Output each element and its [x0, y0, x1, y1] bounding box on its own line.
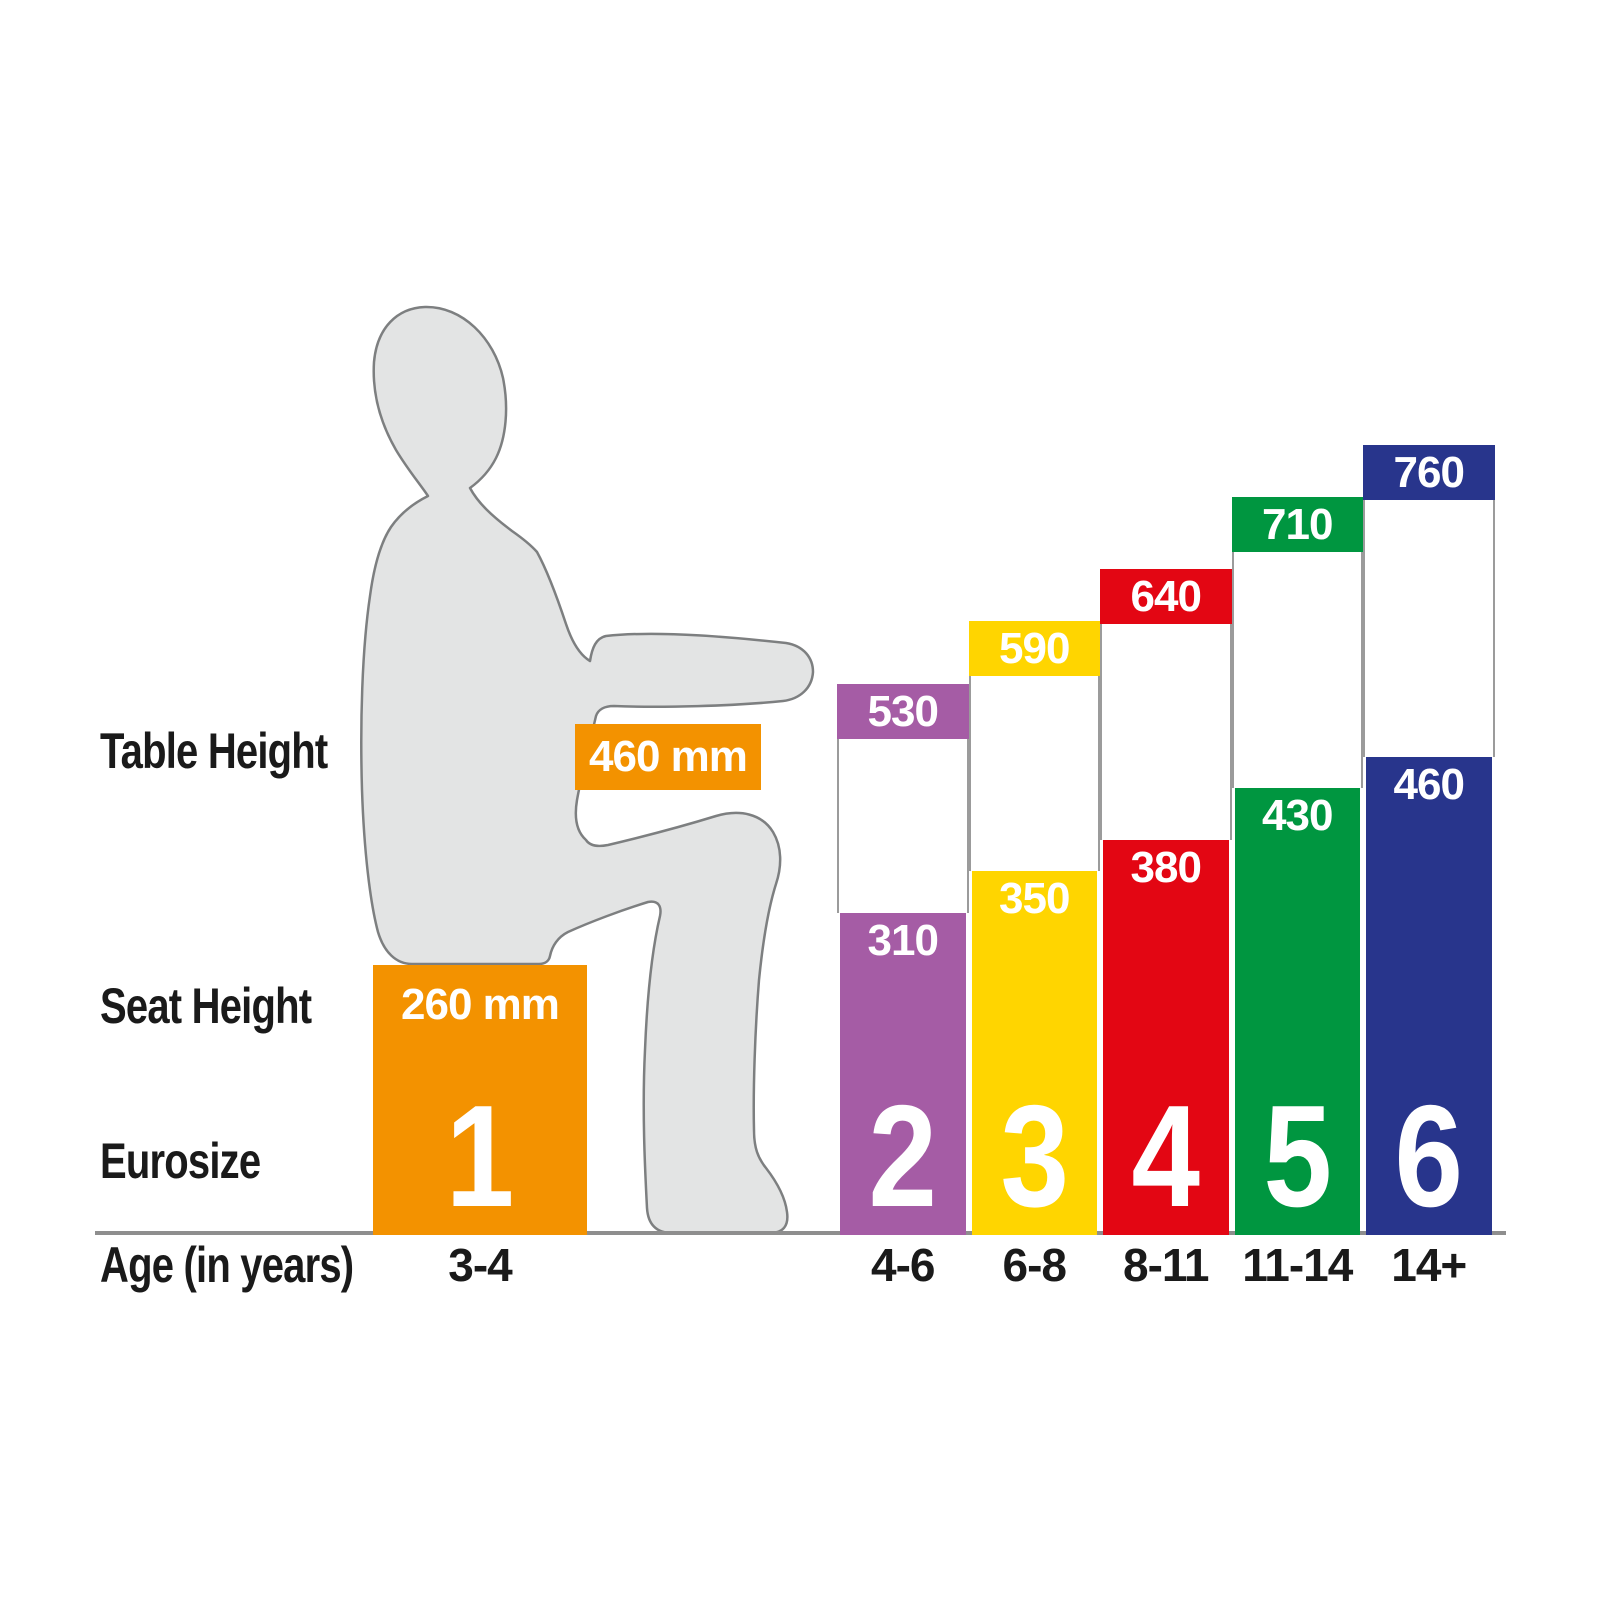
table-height-label: Table Height: [100, 723, 328, 779]
size4-seat-value: 380: [1130, 842, 1202, 892]
size4-table-value: 640: [1130, 572, 1202, 622]
size4-seat-section: 380 4: [1103, 839, 1229, 1237]
size1-seat-value: 260 mm: [401, 979, 560, 1029]
size3-seat-section: 350 3: [971, 871, 1097, 1237]
size5-table-band: 710: [1231, 496, 1363, 552]
size4-table-band: 640: [1100, 569, 1232, 625]
size1-seat-box: 260 mm 1: [373, 964, 587, 1237]
size2-age-value: 4-6: [871, 1239, 935, 1291]
size1-age-value: 3-4: [448, 1239, 512, 1291]
size2-seat-value: 310: [867, 915, 939, 965]
size5-seat-value: 430: [1262, 790, 1333, 840]
size4-eurosize-number: 4: [1131, 1074, 1201, 1237]
size2-eurosize-number: 2: [868, 1074, 938, 1237]
size5-age-value: 11-14: [1242, 1239, 1353, 1291]
age-axis-label: Age (in years): [100, 1237, 354, 1293]
size5-seat-section: 430 5: [1234, 787, 1360, 1237]
size1-table-box: 460 mm: [575, 723, 761, 790]
size3-table-band: 590: [968, 621, 1100, 677]
size3-eurosize-number: 3: [999, 1074, 1069, 1237]
ground-line: [95, 1231, 1506, 1235]
size6-column-gap: [1363, 499, 1495, 757]
size3-table-value: 590: [999, 624, 1070, 674]
size4-age-value: 8-11: [1122, 1239, 1210, 1291]
size6-seat-value: 460: [1393, 759, 1465, 809]
size2-table-band: 530: [837, 683, 969, 739]
size5-eurosize-number: 5: [1262, 1074, 1332, 1237]
size6-eurosize-number: 6: [1394, 1074, 1464, 1237]
size4-column-gap: [1100, 624, 1232, 840]
size1-table-value: 460 mm: [589, 731, 748, 781]
size3-seat-value: 350: [999, 874, 1070, 923]
size1-eurosize-number: 1: [445, 1074, 515, 1237]
size6-table-band: 760: [1363, 444, 1495, 500]
size5-table-value: 710: [1262, 499, 1333, 549]
size6-seat-section: 460 6: [1366, 756, 1492, 1237]
size2-seat-section: 310 2: [840, 912, 966, 1237]
size2-column-gap: [837, 738, 969, 913]
size2-table-value: 530: [867, 686, 939, 736]
eurosize-label: Eurosize: [100, 1133, 261, 1189]
size3-column-gap: [968, 676, 1100, 871]
person-silhouette-path: [360, 305, 815, 1235]
seat-height-label: Seat Height: [100, 978, 312, 1034]
size6-age-value: 14+: [1391, 1239, 1467, 1291]
size3-age-value: 6-8: [1002, 1239, 1067, 1291]
size5-column-gap: [1231, 551, 1363, 788]
size6-table-value: 760: [1393, 447, 1465, 497]
